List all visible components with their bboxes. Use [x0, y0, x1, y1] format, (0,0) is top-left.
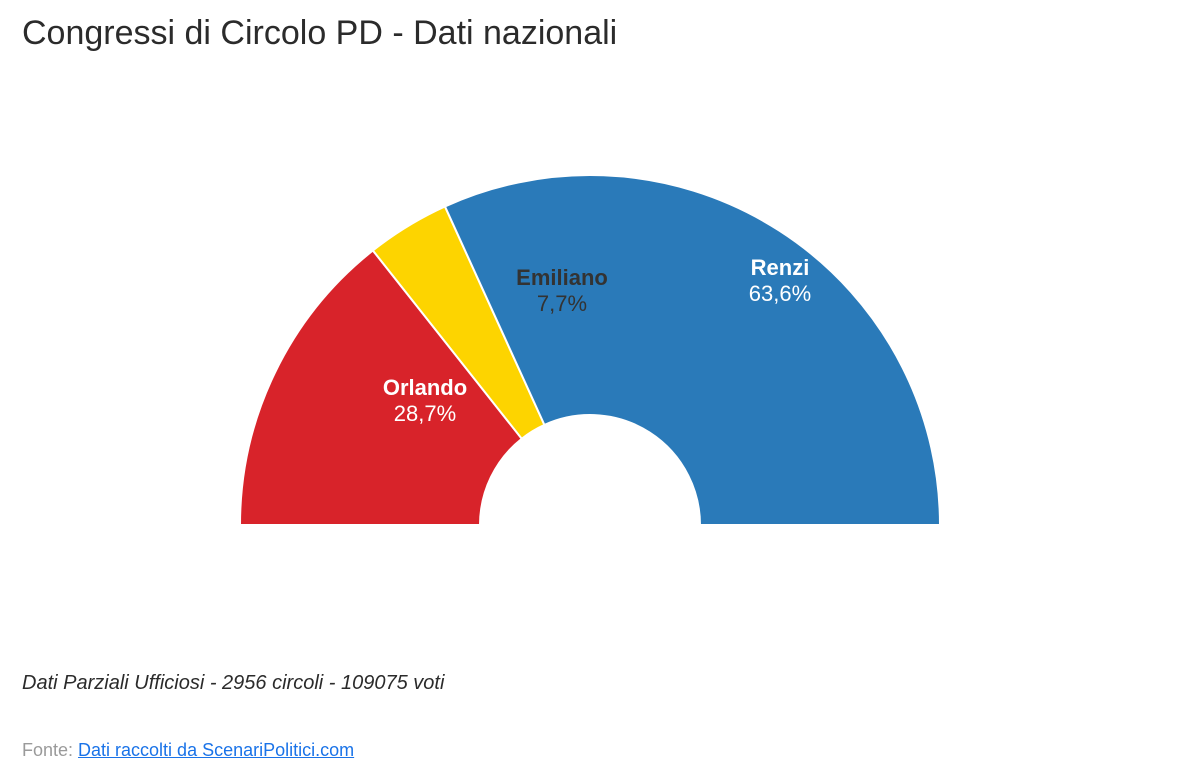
slice-renzi	[445, 175, 940, 525]
svg-text:Emiliano: Emiliano	[516, 265, 608, 290]
svg-text:7,7%: 7,7%	[537, 291, 587, 316]
source-link[interactable]: Dati raccolti da ScenariPolitici.com	[78, 740, 354, 760]
chart-subtitle: Dati Parziali Ufficiosi - 2956 circoli -…	[22, 672, 444, 695]
svg-text:Renzi: Renzi	[751, 255, 810, 280]
semi-donut-chart: Orlando28,7% Emiliano7,7% Renzi63,6%	[0, 55, 1180, 615]
svg-text:63,6%: 63,6%	[749, 281, 811, 306]
source-prefix: Fonte:	[22, 740, 78, 760]
slice-label-renzi: Renzi63,6%	[749, 255, 811, 306]
slice-label-orlando: Orlando28,7%	[383, 375, 467, 426]
svg-text:28,7%: 28,7%	[394, 401, 456, 426]
svg-text:Orlando: Orlando	[383, 375, 467, 400]
source-line: Fonte: Dati raccolti da ScenariPolitici.…	[22, 740, 354, 761]
chart-title: Congressi di Circolo PD - Dati nazionali	[22, 14, 617, 53]
